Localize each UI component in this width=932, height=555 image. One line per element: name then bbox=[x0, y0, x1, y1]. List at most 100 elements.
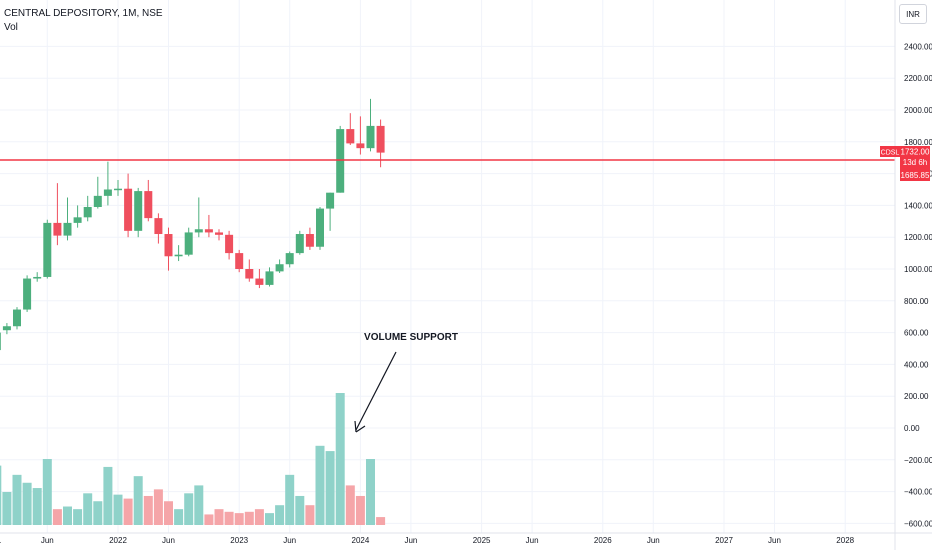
price-tick-label: 200.00 bbox=[904, 392, 929, 401]
price-tick-label: 1400.00 bbox=[904, 201, 932, 210]
volume-bar bbox=[113, 494, 123, 525]
candle-body bbox=[366, 125, 375, 149]
time-axis[interactable]: 21 Jun 2022 Jun 2023 Jun 2024 Jun 2025 Jun 2026 Jun… bbox=[0, 532, 932, 545]
candle-body bbox=[33, 276, 42, 279]
support-level-label: 1685.85 bbox=[901, 171, 930, 180]
time-tick-label: 21 bbox=[0, 536, 2, 545]
candle-body bbox=[53, 222, 62, 236]
candle-body bbox=[164, 234, 173, 257]
time-tick-label: Jun bbox=[404, 536, 417, 545]
volume-bar bbox=[0, 465, 2, 525]
candle-body bbox=[114, 188, 122, 191]
arrow-shaft bbox=[355, 351, 397, 431]
candle-body bbox=[346, 129, 355, 144]
candle-body bbox=[316, 208, 324, 247]
volume-legend[interactable]: Vol bbox=[4, 22, 18, 33]
candle-body bbox=[93, 195, 102, 207]
time-tick-label: 2025 bbox=[473, 536, 491, 545]
volume-bar bbox=[345, 485, 355, 525]
price-axis[interactable]: −600.00 −400.00 −200.00 0.00 200.00 400.00 600… bbox=[894, 0, 932, 550]
volume-bar bbox=[42, 459, 52, 525]
price-tick-label: 2400.00 bbox=[904, 42, 932, 51]
candle-body bbox=[285, 253, 294, 265]
volume-bar bbox=[325, 451, 335, 525]
volume-bar bbox=[194, 485, 204, 525]
volume-bar bbox=[73, 509, 83, 525]
candle-body bbox=[124, 188, 133, 231]
volume-bar bbox=[275, 505, 285, 525]
countdown-label: 13d 6h bbox=[903, 158, 927, 167]
candle-body bbox=[356, 143, 365, 149]
volume-bar bbox=[265, 513, 274, 525]
price-tick-label: 2200.00 bbox=[904, 74, 932, 83]
volume-bar bbox=[244, 511, 254, 525]
volume-bar bbox=[376, 517, 386, 525]
candle-body bbox=[245, 269, 254, 279]
candle-body bbox=[174, 254, 183, 257]
volume-bar bbox=[335, 393, 345, 525]
time-tick-label: 2028 bbox=[836, 536, 854, 545]
candle-body bbox=[336, 129, 345, 193]
volume-bar bbox=[315, 445, 325, 525]
price-tick-label: 2000.00 bbox=[904, 106, 932, 115]
volume-bar bbox=[153, 489, 163, 525]
volume-bar bbox=[174, 509, 184, 525]
candle-body bbox=[305, 234, 314, 247]
price-tick-label: 800.00 bbox=[904, 297, 929, 306]
volume-bar bbox=[234, 513, 244, 525]
time-tick-label: 2027 bbox=[715, 536, 733, 545]
price-tick-label: 1200.00 bbox=[904, 233, 932, 242]
volume-bar bbox=[2, 492, 12, 525]
volume-bar bbox=[214, 509, 224, 525]
price-tick-label: 600.00 bbox=[904, 329, 929, 338]
time-tick-label: 2026 bbox=[594, 536, 612, 545]
candle-body bbox=[376, 125, 385, 153]
candle-body bbox=[295, 234, 304, 254]
currency-button[interactable]: INR bbox=[899, 4, 927, 24]
candle-body bbox=[154, 218, 163, 235]
volume-bar bbox=[83, 493, 93, 525]
time-tick-label: 2024 bbox=[352, 536, 370, 545]
volume-bar bbox=[285, 474, 295, 525]
symbol-title[interactable]: CENTRAL DEPOSITORY, 1M, NSE bbox=[4, 8, 163, 19]
candle-body bbox=[0, 332, 1, 351]
annotation-arrow bbox=[354, 351, 397, 433]
price-tick-label: −400.00 bbox=[904, 488, 932, 497]
time-tick-label: Jun bbox=[647, 536, 660, 545]
candle-body bbox=[265, 271, 274, 285]
volume-bar bbox=[204, 514, 214, 525]
volume-bar bbox=[32, 488, 42, 525]
candle-body bbox=[43, 222, 52, 277]
candle-body bbox=[255, 278, 264, 285]
volume-bar bbox=[224, 511, 234, 525]
volume-bar bbox=[133, 476, 143, 525]
candle-body bbox=[144, 191, 153, 219]
candle-body bbox=[184, 232, 193, 255]
time-tick-label: 2022 bbox=[109, 536, 127, 545]
annotation-volume-support: VOLUME SUPPORT bbox=[364, 332, 458, 343]
volume-bar bbox=[93, 501, 103, 525]
volume-bar bbox=[164, 501, 173, 525]
price-tick-label: 1000.00 bbox=[904, 265, 932, 274]
candle-body bbox=[83, 206, 92, 218]
time-tick-label: Jun bbox=[283, 536, 296, 545]
volume-bar bbox=[184, 493, 194, 525]
ticker-badge-bg bbox=[880, 146, 900, 157]
candle-body bbox=[134, 191, 143, 231]
volume-bar bbox=[295, 495, 305, 525]
volume-bar bbox=[22, 482, 32, 525]
grid bbox=[0, 0, 895, 533]
time-tick-label: 2023 bbox=[230, 536, 248, 545]
volume-bar bbox=[305, 505, 315, 525]
volume-bar bbox=[143, 495, 153, 525]
candle-body bbox=[326, 192, 335, 209]
volume-bar bbox=[366, 459, 375, 525]
price-tick-label: 0.00 bbox=[904, 424, 920, 433]
candle-body bbox=[2, 326, 11, 331]
time-tick-label: Jun bbox=[768, 536, 781, 545]
candle-body bbox=[225, 234, 234, 254]
candle-body bbox=[23, 278, 32, 310]
candle-body bbox=[73, 217, 82, 223]
